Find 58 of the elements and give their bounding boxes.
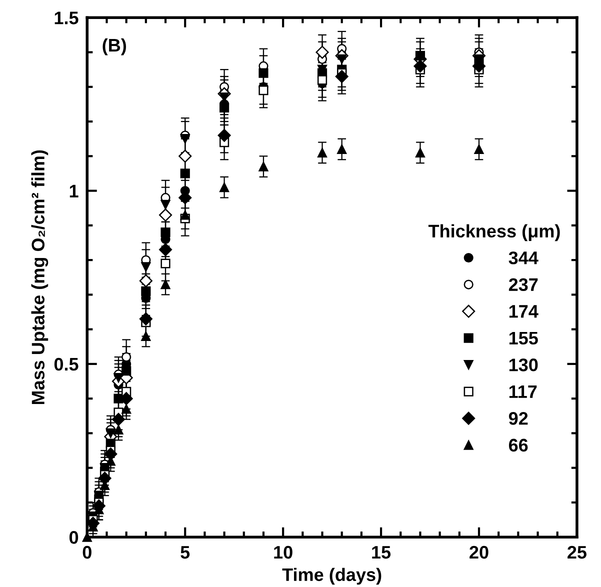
x-tick-label: 10 — [274, 546, 292, 559]
annotation: (B) — [102, 38, 126, 56]
point — [141, 286, 151, 296]
x-tick-label: 25 — [568, 546, 586, 559]
legend-label: 344 — [508, 251, 538, 264]
y-axis-title: Mass Uptake (mg O₂/cm² film) — [31, 150, 48, 404]
point — [106, 428, 116, 438]
point — [180, 134, 190, 144]
point — [258, 68, 268, 78]
y-tick-label: 1 — [70, 184, 78, 198]
point — [160, 279, 170, 290]
legend-label: 92 — [508, 412, 528, 425]
point — [337, 144, 347, 154]
y-tick-label: 0.5 — [54, 358, 78, 371]
point — [414, 60, 427, 73]
point — [258, 86, 268, 96]
legend-label: 237 — [508, 278, 538, 292]
point — [180, 168, 190, 178]
point — [114, 424, 124, 435]
point — [160, 200, 170, 210]
x-tick-label: 15 — [372, 546, 391, 559]
x-tick-label: 20 — [470, 546, 488, 559]
point — [415, 148, 426, 158]
x-axis-title: Time (days) — [282, 568, 382, 585]
point — [258, 162, 268, 172]
legend-label: 66 — [508, 438, 528, 452]
point — [160, 228, 170, 238]
point — [317, 148, 328, 158]
point — [220, 182, 230, 192]
point — [141, 331, 151, 342]
point — [159, 243, 172, 256]
point — [160, 258, 170, 268]
point — [220, 102, 230, 112]
legend-label: 117 — [509, 385, 537, 398]
point — [114, 373, 124, 383]
point — [335, 70, 348, 84]
legend-label: 130 — [509, 358, 538, 372]
point — [141, 262, 151, 272]
point — [316, 46, 329, 59]
point — [415, 50, 426, 60]
point — [474, 144, 484, 154]
point — [159, 208, 172, 222]
y-tick-label: 0 — [69, 531, 78, 544]
point — [139, 274, 152, 288]
point — [178, 150, 192, 163]
point — [112, 412, 126, 426]
point — [218, 128, 231, 142]
x-tick-label: 5 — [180, 546, 190, 559]
point — [317, 75, 328, 85]
legend-label: 174 — [509, 305, 538, 318]
legend-label: 155 — [509, 332, 538, 345]
point — [180, 210, 190, 220]
point — [122, 366, 132, 376]
x-tick-label: 0 — [82, 546, 92, 559]
y-tick-label: 1.5 — [54, 12, 78, 24]
point — [139, 312, 152, 326]
legend-title: Thickness (μm) — [428, 224, 560, 242]
point — [122, 404, 132, 414]
